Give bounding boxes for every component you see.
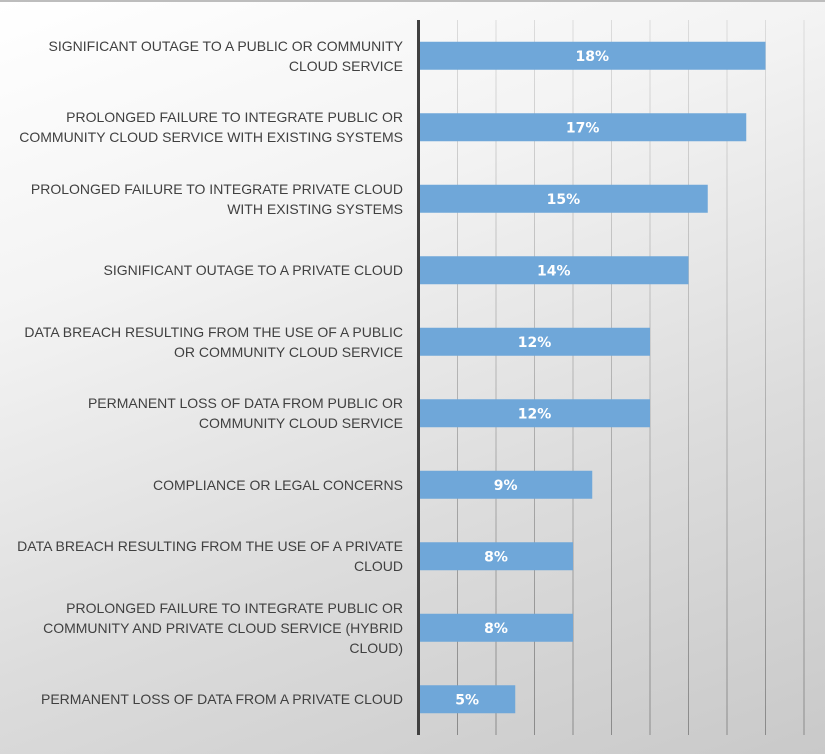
data-label: 8% — [484, 621, 508, 637]
category-label: Data breach resulting from the use of a … — [24, 323, 403, 360]
bar — [419, 399, 650, 428]
bar — [419, 542, 573, 571]
data-label: 15% — [547, 192, 581, 208]
bar — [419, 41, 766, 70]
category-label: Permanent loss of data from public or co… — [87, 395, 403, 432]
data-label: 17% — [566, 120, 600, 136]
bar — [419, 327, 650, 356]
gridline — [572, 20, 574, 735]
bar — [419, 113, 747, 142]
gridline — [534, 20, 535, 735]
y-axis-line — [417, 20, 420, 735]
gridline — [803, 20, 805, 735]
data-label: 14% — [537, 263, 571, 279]
category-label: Prolonged failure to integrate public or… — [19, 109, 403, 146]
bar — [419, 256, 689, 285]
category-label: Significant outage to a private cloud — [103, 262, 403, 279]
bar — [419, 470, 593, 499]
bar — [419, 184, 708, 213]
category-label: Permanent loss of data from a private cl… — [41, 691, 403, 708]
gridline — [611, 20, 612, 735]
data-label: 12% — [518, 406, 552, 422]
category-label: Prolonged failure to integrate private c… — [30, 180, 403, 217]
gridline — [726, 20, 728, 735]
category-label: Significant outage to a public or commun… — [48, 37, 403, 74]
bar — [419, 685, 516, 714]
bar — [419, 613, 573, 642]
data-label: 12% — [518, 335, 552, 351]
category-label: Data breach resulting from the use of a … — [17, 538, 403, 575]
gridline — [688, 20, 689, 735]
data-label: 5% — [455, 692, 479, 708]
data-label: 18% — [575, 49, 609, 65]
gridline — [765, 20, 766, 735]
data-label: 9% — [494, 478, 518, 494]
gridline — [495, 20, 497, 735]
data-label: 8% — [484, 549, 508, 565]
category-label: Compliance or legal concerns — [153, 476, 403, 493]
category-label: Prolonged failure to integrate public or… — [43, 599, 403, 656]
gridline — [649, 20, 651, 735]
gridline — [457, 20, 458, 735]
